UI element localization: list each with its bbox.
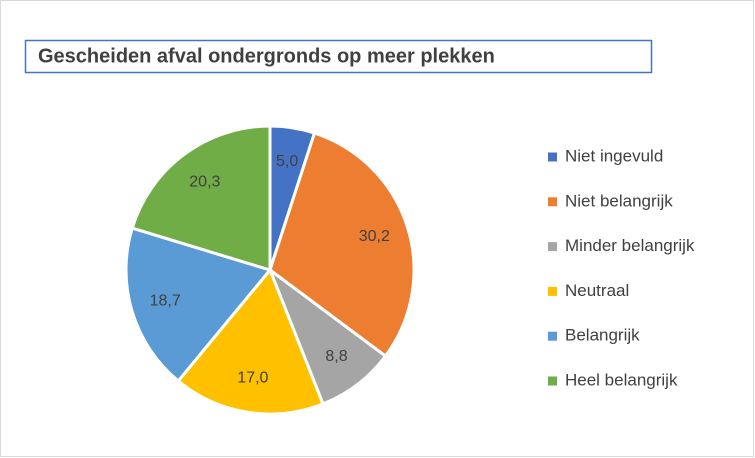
legend-label: Niet belangrijk (565, 191, 673, 210)
data-label: 18,7 (150, 293, 181, 310)
legend-swatch (548, 331, 557, 341)
data-label: 20,3 (189, 173, 220, 190)
legend-label: Belangrijk (565, 326, 640, 345)
chart-title: Gescheiden afval ondergronds op meer ple… (38, 45, 495, 67)
legend-swatch (548, 242, 557, 252)
pie-slice (268, 131, 416, 359)
data-label: 8,8 (325, 348, 347, 365)
legend-label: Heel belangrijk (565, 370, 678, 389)
legend-label: Neutraal (565, 281, 629, 300)
legend-swatch (548, 376, 557, 386)
legend-label: Minder belangrijk (565, 236, 695, 255)
legend-swatch (548, 197, 557, 207)
legend-swatch (548, 152, 557, 162)
legend-label: Niet ingevuld (565, 146, 663, 165)
pie-slice (124, 226, 273, 384)
data-label: 5,0 (276, 153, 298, 170)
title-box (24, 39, 653, 74)
data-label: 17,0 (237, 369, 268, 386)
data-label: 30,2 (359, 228, 390, 245)
pie-slice (176, 267, 325, 416)
pie-slice (130, 124, 272, 273)
legend-swatch (548, 286, 557, 296)
